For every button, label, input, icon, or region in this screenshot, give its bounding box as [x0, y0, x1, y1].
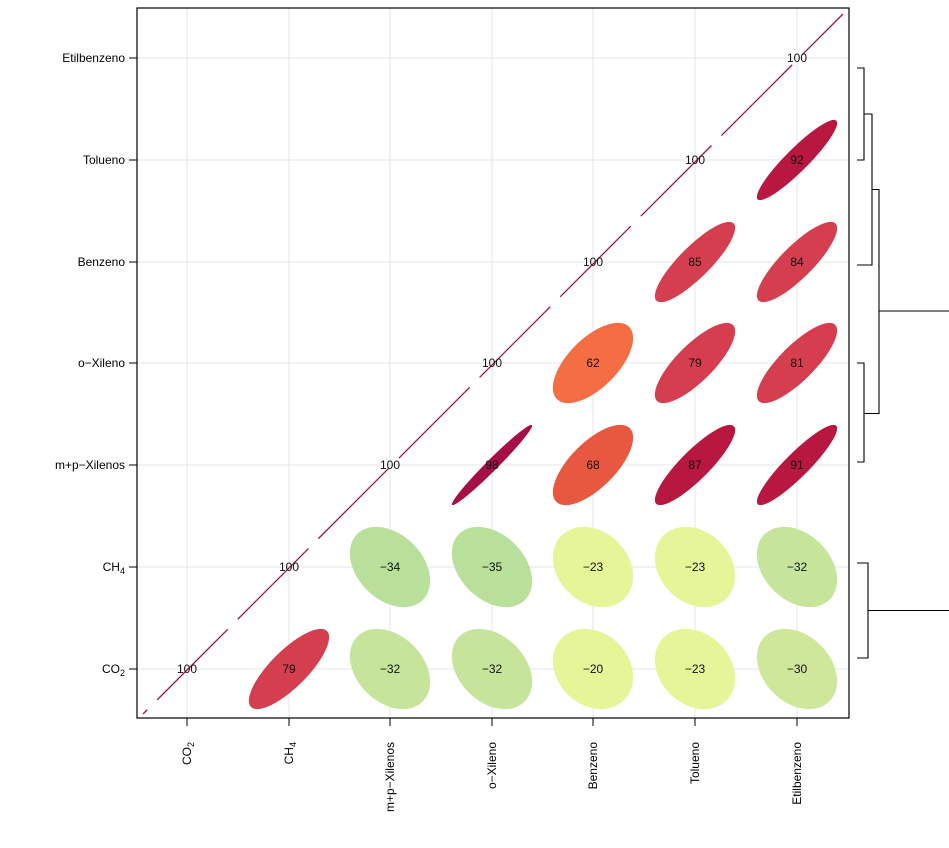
correlation-value-mp-xilenos-benzeno: 68: [586, 458, 600, 472]
correlation-ellipse-ch4-tolueno: [654, 526, 736, 608]
correlation-value-tolueno-tolueno: 100: [685, 153, 705, 167]
dendrogram: [857, 67, 949, 659]
y-tick-label-benzeno: Benzeno: [78, 255, 126, 269]
correlation-ellipse-o-xileno-etilbenzeno: [756, 322, 838, 404]
correlation-value-o-xileno-o-xileno: 100: [482, 356, 502, 370]
correlation-value-etilbenzeno-etilbenzeno: 100: [787, 51, 807, 65]
dendro-link-ch4-co2: [857, 562, 869, 659]
correlation-value-ch4-mp-xilenos: −34: [380, 560, 401, 574]
x-tick-label-tolueno: Tolueno: [688, 742, 702, 784]
correlation-value-mp-xilenos-o-xileno: 98: [485, 458, 499, 472]
y-tick-label-tolueno: Tolueno: [83, 153, 125, 167]
correlation-ellipse-mp-xilenos-etilbenzeno: [756, 424, 838, 506]
correlation-value-ch4-tolueno: −23: [685, 560, 706, 574]
correlation-value-benzeno-tolueno: 85: [688, 255, 702, 269]
x-tick-label-etilbenzeno: Etilbenzeno: [790, 742, 804, 805]
correlation-value-co2-mp-xilenos: −32: [380, 662, 401, 676]
correlation-value-o-xileno-etilbenzeno: 81: [790, 356, 804, 370]
x-tick-label-ch4: CH4: [282, 742, 298, 764]
correlation-value-mp-xilenos-tolueno: 87: [688, 458, 702, 472]
correlation-ellipse-co2-mp-xilenos: [349, 628, 431, 710]
correlation-value-tolueno-etilbenzeno: 92: [790, 153, 804, 167]
dendro-link-oxi-mpx: [857, 362, 865, 463]
correlation-value-o-xileno-tolueno: 79: [688, 356, 702, 370]
correlation-ellipse-co2-etilbenzeno: [756, 628, 838, 710]
x-tick-label-mp-xilenos: m+p−Xilenos: [383, 742, 397, 812]
correlation-ellipse-ch4-etilbenzeno: [756, 526, 838, 608]
correlation-ellipse-benzeno-etilbenzeno: [756, 221, 838, 303]
y-tick-label-ch4: CH4: [103, 560, 125, 576]
correlation-ellipse-ch4-benzeno: [552, 526, 634, 608]
correlation-value-co2-o-xileno: −32: [482, 662, 503, 676]
diagonal-line: [142, 13, 844, 715]
correlation-ellipse-o-xileno-benzeno: [552, 322, 634, 404]
correlation-ellipse-co2-benzeno: [552, 628, 634, 710]
correlation-ellipse-ch4-mp-xilenos: [349, 526, 431, 608]
y-tick-label-co2: CO2: [102, 662, 125, 678]
dendro-link-etil-tol: [857, 67, 865, 161]
correlation-ellipse-mp-xilenos-benzeno: [552, 424, 634, 506]
correlation-value-co2-etilbenzeno: −30: [787, 662, 808, 676]
correlation-value-co2-ch4: 79: [282, 662, 296, 676]
x-tick-label-o-xileno: o−Xileno: [485, 742, 499, 789]
correlation-ellipse-co2-ch4: [248, 628, 330, 710]
y-tick-label-etilbenzeno: Etilbenzeno: [62, 51, 125, 65]
x-tick-label-benzeno: Benzeno: [586, 742, 600, 790]
correlation-ellipse-benzeno-tolueno: [654, 221, 736, 303]
correlation-ellipse-co2-tolueno: [654, 628, 736, 710]
correlation-ellipse-ch4-o-xileno: [451, 526, 533, 608]
correlation-value-o-xileno-benzeno: 62: [586, 356, 600, 370]
correlation-ellipse-co2-o-xileno: [451, 628, 533, 710]
correlation-value-co2-tolueno: −23: [685, 662, 706, 676]
correlation-value-ch4-o-xileno: −35: [482, 560, 503, 574]
correlation-value-ch4-etilbenzeno: −32: [787, 560, 808, 574]
correlation-cells: 100 79 −32 −32 −20 −23 −30 100 −34 −35 −23 −23 −32 10…: [177, 51, 838, 710]
correlation-value-mp-xilenos-etilbenzeno: 91: [790, 458, 804, 472]
correlation-value-ch4-ch4: 100: [279, 560, 299, 574]
correlation-ellipse-tolueno-etilbenzeno: [756, 119, 838, 201]
dendro-link-big: [864, 188, 880, 415]
y-tick-label-mp-xilenos: m+p−Xilenos: [55, 458, 125, 472]
correlation-value-mp-xilenos-mp-xilenos: 100: [380, 458, 400, 472]
correlation-value-benzeno-etilbenzeno: 84: [790, 255, 804, 269]
correlation-value-co2-benzeno: −20: [583, 662, 604, 676]
correlation-value-co2-co2: 100: [177, 662, 197, 676]
correlation-ellipse-mp-xilenos-o-xileno: [451, 424, 533, 506]
y-tick-label-o-xileno: o−Xileno: [78, 356, 125, 370]
correlation-ellipse-o-xileno-tolueno: [654, 322, 736, 404]
x-tick-label-co2: CO2: [180, 742, 196, 765]
correlation-value-ch4-benzeno: −23: [583, 560, 604, 574]
correlation-value-benzeno-benzeno: 100: [583, 255, 603, 269]
correlation-ellipse-mp-xilenos-tolueno: [654, 424, 736, 506]
